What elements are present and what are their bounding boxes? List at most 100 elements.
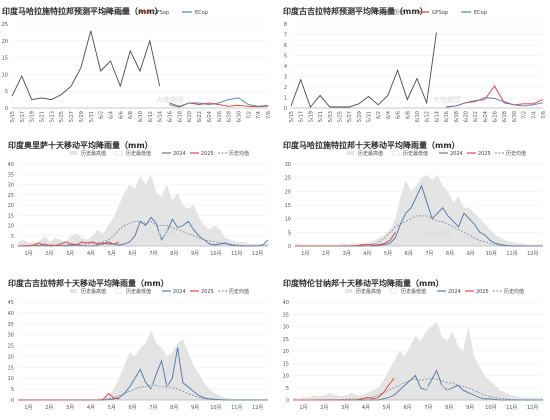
x-tick-label: 6/20 bbox=[463, 111, 469, 122]
historic-max-area bbox=[295, 174, 543, 246]
x-tick-label: 6/22 bbox=[197, 111, 203, 122]
x-tick-label: 5/31 bbox=[89, 111, 95, 122]
x-tick-label: 2月 bbox=[322, 251, 330, 257]
legend-label: 历史最低值 bbox=[401, 288, 426, 295]
x-tick-label: 9月 bbox=[466, 405, 474, 411]
x-tick-label: 7/4 bbox=[531, 111, 537, 119]
y-tick-label: 0 bbox=[11, 244, 14, 250]
chart-title: 印度奥里萨十天移动平均降雨量（mm） bbox=[8, 141, 153, 150]
x-tick-label: 4月 bbox=[87, 405, 95, 411]
x-tick-label: 5/29 bbox=[79, 111, 85, 122]
watermark: 大地期货 bbox=[425, 229, 453, 238]
chart-title: 印度马哈拉施特拉邦十天移动平均降雨量（mm） bbox=[283, 141, 460, 150]
x-tick-label: 6/4 bbox=[386, 111, 392, 119]
y-tick-label: 5 bbox=[288, 230, 291, 236]
x-tick-label: 6/10 bbox=[415, 111, 421, 122]
y-tick-label: 25 bbox=[283, 337, 289, 343]
y-tick-label: 25 bbox=[2, 22, 8, 28]
x-tick-label: 5/27 bbox=[69, 111, 75, 122]
legend-swatch bbox=[347, 151, 354, 155]
x-tick-label: 3月 bbox=[343, 251, 351, 257]
x-tick-label: 5/15 bbox=[289, 111, 295, 122]
legend-swatch bbox=[389, 288, 398, 294]
watermark: 大地期货 bbox=[433, 95, 461, 104]
chart-odisha-10day: 印度奥里萨十天移动平均降雨量（mm） 0 5 10 15 20 25 30 35 40 1月 2月 3… bbox=[0, 136, 275, 272]
x-tick-label: 10月 bbox=[210, 251, 221, 257]
legend-swatch bbox=[114, 288, 123, 294]
historic-avg-line bbox=[295, 215, 543, 247]
y-tick-label: 35 bbox=[283, 312, 289, 318]
legend-swatch bbox=[391, 150, 400, 156]
y-tick-label: 15 bbox=[8, 213, 14, 219]
chart-gujarat-forecast: 印度古吉拉特邦预测平均降雨量（mm） 0 1 2 3 4 5 6 7 8 5/15 5/17 5/19… bbox=[275, 0, 550, 135]
x-tick-label: 5月 bbox=[108, 251, 116, 257]
x-tick-label: 11月 bbox=[506, 251, 517, 257]
y-tick-label: 0 bbox=[286, 398, 289, 404]
x-tick-label: 5/21 bbox=[318, 111, 324, 122]
series-line bbox=[169, 97, 269, 108]
x-tick-label: 9月 bbox=[191, 251, 199, 257]
y-tick-label: 1 bbox=[284, 96, 287, 102]
x-tick-label: 6/22 bbox=[473, 111, 479, 122]
y-tick-label: 45 bbox=[8, 300, 14, 306]
y-tick-label: 5 bbox=[286, 386, 289, 392]
x-tick-label: 6/20 bbox=[187, 111, 193, 122]
x-tick-label: 6/2 bbox=[376, 111, 382, 119]
historic-avg-line bbox=[17, 220, 268, 247]
y-tick-label: 40 bbox=[8, 311, 14, 317]
x-tick-label: 6/2 bbox=[99, 111, 105, 119]
legend-label: 历史均值 bbox=[229, 288, 249, 295]
legend-swatch bbox=[345, 289, 352, 293]
y-tick-label: 20 bbox=[2, 39, 8, 45]
x-tick-label: 2月 bbox=[320, 405, 328, 411]
y-tick-label: 20 bbox=[8, 354, 14, 360]
chart-title: 印度特伦甘纳邦十天移动平均降雨量（mm） bbox=[283, 279, 444, 288]
legend-label: 历史最高值 bbox=[356, 288, 381, 295]
y-tick-label: 10 bbox=[285, 217, 291, 223]
y-tick-label: 35 bbox=[8, 322, 14, 328]
y-tick-label: 0 bbox=[288, 244, 291, 250]
y-tick-label: 30 bbox=[8, 333, 14, 339]
series-2024-line bbox=[18, 216, 269, 247]
y-tick-label: 2 bbox=[284, 85, 287, 91]
x-tick-label: 12月 bbox=[252, 405, 263, 411]
y-tick-label: 20 bbox=[283, 349, 289, 355]
y-tick-label: 5 bbox=[5, 89, 8, 95]
watermark: 大地期货 bbox=[156, 95, 184, 104]
x-tick-label: 6/6 bbox=[118, 111, 124, 119]
x-tick-label: 4月 bbox=[87, 251, 95, 257]
x-tick-label: 5月 bbox=[384, 251, 392, 257]
x-tick-label: 3月 bbox=[341, 405, 349, 411]
x-tick-label: 7/6 bbox=[266, 111, 272, 119]
legend-label: 历史均值 bbox=[506, 150, 526, 157]
legend-label: 历史最低值 bbox=[126, 288, 151, 295]
legend-swatch bbox=[70, 289, 77, 293]
x-tick-label: 5/25 bbox=[337, 111, 343, 122]
legend-label: 2024 bbox=[450, 151, 463, 157]
y-tick-label: 10 bbox=[8, 224, 14, 230]
legend-label: 2025 bbox=[201, 289, 214, 295]
x-tick-label: 7/2 bbox=[522, 111, 528, 119]
legend-swatch bbox=[114, 150, 123, 156]
y-tick-label: 10 bbox=[2, 72, 8, 78]
legend-label: 历史最低值 bbox=[403, 150, 428, 157]
y-tick-label: 20 bbox=[8, 203, 14, 209]
y-tick-label: 30 bbox=[283, 325, 289, 331]
x-tick-label: 12月 bbox=[527, 405, 538, 411]
y-tick-label: 15 bbox=[283, 361, 289, 367]
x-tick-label: 7/6 bbox=[541, 111, 547, 119]
chart-plot: 0 1 2 3 4 5 6 7 8 5/15 5/17 5/19 5/21 5/23 5/25 5/27 5/2… bbox=[284, 9, 547, 122]
x-tick-label: 5/29 bbox=[357, 111, 363, 122]
x-tick-label: 6/14 bbox=[158, 111, 164, 122]
y-tick-label: 25 bbox=[285, 176, 291, 182]
x-tick-label: 8月 bbox=[446, 251, 454, 257]
x-tick-label: 6/26 bbox=[493, 111, 499, 122]
x-tick-label: 6/8 bbox=[128, 111, 134, 119]
historic-avg-line bbox=[18, 384, 268, 401]
x-tick-label: 6/12 bbox=[425, 111, 431, 122]
legend-label: 2024 bbox=[173, 289, 186, 295]
x-tick-label: 5/15 bbox=[10, 111, 16, 122]
x-tick-label: 5/31 bbox=[367, 111, 373, 122]
x-tick-label: 4月 bbox=[362, 405, 370, 411]
